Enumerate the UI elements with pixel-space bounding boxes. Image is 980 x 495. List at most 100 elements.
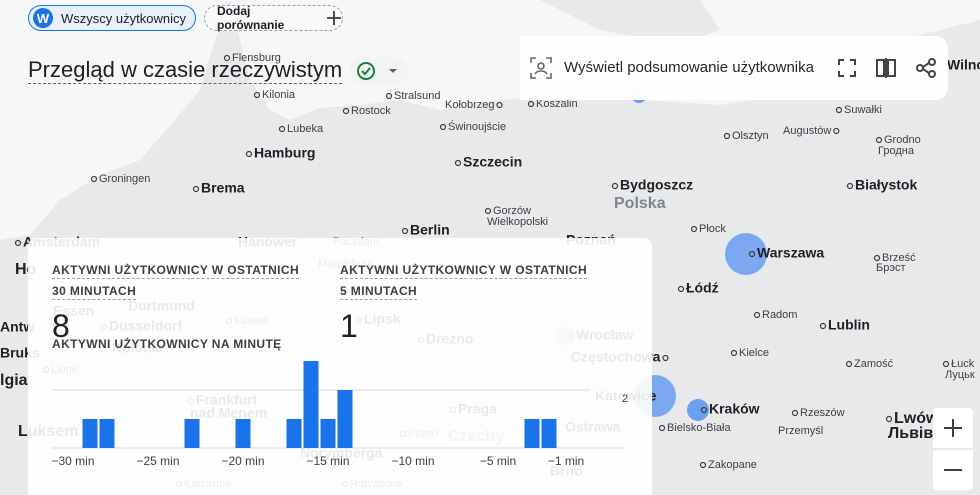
city-label: Lublin bbox=[828, 317, 870, 333]
zoom-in-icon bbox=[944, 419, 962, 437]
share-icon[interactable] bbox=[916, 58, 936, 78]
city-dot bbox=[885, 415, 893, 423]
segment-avatar: W bbox=[33, 8, 53, 28]
active-5-label[interactable]: AKTYWNI UŻYTKOWNICY W OSTATNICH 5 MINUTA… bbox=[340, 260, 588, 302]
city-dot bbox=[662, 354, 669, 362]
city-label: Zamość bbox=[854, 358, 894, 370]
status-dropdown[interactable] bbox=[350, 57, 408, 85]
city-label: Lwów bbox=[894, 410, 939, 427]
zoom-out-icon bbox=[944, 469, 962, 471]
fullscreen-icon[interactable] bbox=[838, 59, 856, 77]
compare-icon[interactable] bbox=[876, 58, 896, 78]
city-label: Koszalin bbox=[536, 98, 578, 110]
city-label: Polska bbox=[614, 195, 666, 212]
city-label: Kilonia bbox=[262, 89, 296, 101]
bar bbox=[235, 419, 251, 448]
city-label: Brześć bbox=[882, 252, 916, 264]
city-dot bbox=[833, 127, 840, 135]
city-dot bbox=[223, 54, 231, 62]
label-line: AKTYWNI UŻYTKOWNICY W OSTATNICH bbox=[52, 263, 300, 279]
city-dot bbox=[439, 123, 447, 131]
bar bbox=[184, 419, 200, 448]
city-label: Łódź bbox=[686, 280, 719, 296]
city-label: Przemyśl bbox=[778, 425, 823, 437]
city-label: Radom bbox=[762, 309, 797, 321]
city-dot bbox=[245, 150, 253, 158]
x-tick-label: −1 min bbox=[548, 454, 584, 468]
city-dot bbox=[658, 424, 666, 432]
city-label: Olsztyn bbox=[732, 130, 769, 142]
add-comparison-label: Dodaj porównanie bbox=[217, 4, 285, 32]
city-dot bbox=[730, 349, 738, 357]
bar bbox=[337, 390, 353, 448]
chart-title: AKTYWNI UŻYTKOWNICY NA MINUTĘ bbox=[52, 337, 282, 351]
city-label: Hamburg bbox=[254, 145, 315, 161]
city-dot bbox=[873, 254, 881, 262]
user-snapshot-icon[interactable] bbox=[530, 57, 552, 79]
city-label: Grodno bbox=[884, 134, 921, 146]
city-dot bbox=[496, 101, 503, 109]
add-comparison[interactable]: Dodaj porównanie bbox=[204, 4, 343, 32]
city-label: Rostock bbox=[351, 105, 391, 117]
city-dot bbox=[14, 239, 22, 247]
city-label: Kraków bbox=[709, 401, 760, 417]
bar bbox=[82, 419, 98, 448]
city-label: Warszawa bbox=[757, 245, 824, 261]
plus-icon bbox=[327, 11, 342, 25]
bar bbox=[541, 419, 557, 448]
city-dot bbox=[791, 409, 799, 417]
city-label: Гродна bbox=[878, 145, 915, 157]
city-dot bbox=[385, 92, 393, 100]
city-label: Flensburg bbox=[232, 52, 281, 64]
city-label: Berlin bbox=[410, 222, 450, 238]
sea bbox=[0, 0, 230, 240]
city-label: Szczecin bbox=[463, 154, 522, 170]
x-tick-label: −5 min bbox=[480, 454, 516, 468]
city-label: Gorzów bbox=[493, 205, 531, 217]
x-tick-label: −30 min bbox=[51, 454, 94, 468]
x-tick-label: −25 min bbox=[136, 454, 179, 468]
city-label: Kielce bbox=[739, 347, 769, 359]
zoom-out[interactable] bbox=[933, 450, 973, 490]
city-label: Łuck bbox=[951, 358, 975, 370]
city-dot bbox=[253, 91, 261, 99]
city-label: Świnoujście bbox=[448, 120, 506, 133]
zoom-in[interactable] bbox=[933, 408, 973, 448]
x-tick-label: −15 min bbox=[306, 454, 349, 468]
city-label: Suwałki bbox=[844, 104, 882, 116]
city-dot bbox=[942, 360, 950, 368]
city-label: Брэст bbox=[876, 262, 906, 274]
city-dot bbox=[527, 100, 535, 108]
city-dot bbox=[835, 106, 843, 114]
bar bbox=[99, 419, 115, 448]
city-label: Płock bbox=[699, 223, 726, 235]
label-line: 5 MINUTACH bbox=[340, 284, 418, 300]
city-dot bbox=[723, 132, 731, 140]
segment-label: Wszyscy użytkownicy bbox=[61, 10, 186, 26]
city-label: Bielsko-Biała bbox=[667, 422, 731, 434]
bar bbox=[524, 419, 540, 448]
city-dot bbox=[819, 322, 827, 330]
city-dot bbox=[845, 360, 853, 368]
city-dot bbox=[748, 250, 756, 258]
city-label: Wilno bbox=[947, 57, 980, 73]
city-dot bbox=[401, 227, 409, 235]
city-dot bbox=[342, 107, 350, 115]
city-label: Groningen bbox=[99, 173, 150, 185]
toolbar: Wyświetl podsumowanie użytkownika bbox=[520, 36, 948, 100]
city-dot bbox=[753, 311, 761, 319]
city-dot bbox=[611, 182, 619, 190]
city-label: Wielkopolski bbox=[487, 216, 548, 228]
active-30-value: 8 bbox=[52, 308, 70, 344]
active-30-label[interactable]: AKTYWNI UŻYTKOWNICY W OSTATNICH 30 MINUT… bbox=[52, 260, 300, 302]
city-dot bbox=[699, 461, 707, 469]
city-label: Kołobrzeg bbox=[445, 99, 495, 111]
city-dot bbox=[875, 136, 883, 144]
city-label: Lubeka bbox=[287, 123, 324, 135]
user-snapshot-label[interactable]: Wyświetl podsumowanie użytkownika bbox=[564, 59, 814, 76]
city-label: Rzeszów bbox=[800, 407, 845, 419]
active-5-value: 1 bbox=[340, 308, 358, 344]
segment-chip[interactable]: W Wszyscy użytkownicy bbox=[28, 5, 196, 31]
